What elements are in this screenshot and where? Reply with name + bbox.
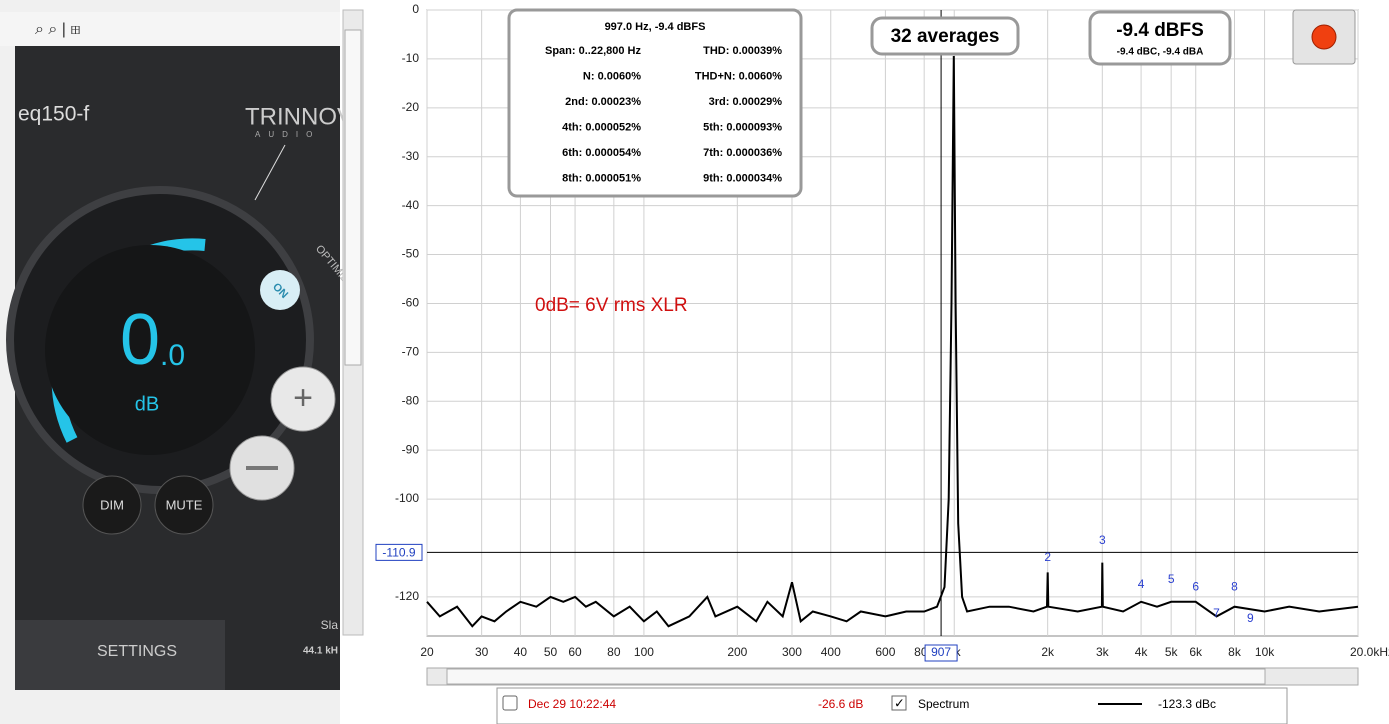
y-tick-label: -20 [402,100,420,114]
y-tick-label: -50 [402,247,420,261]
harmonic-label: 9 [1247,611,1254,625]
settings-label[interactable]: SETTINGS [97,643,177,660]
x-tick-label: 8k [1228,645,1242,659]
logo-sub: AUDIO [255,130,320,139]
stats-value: 4th: 0.000052% [562,121,641,133]
x-tick-label: 600 [875,645,895,659]
averages: 32 averages [891,26,1000,47]
x-tick-label: 40 [514,645,528,659]
legend-series: Spectrum [918,697,969,711]
h-scroll-thumb[interactable] [446,668,1266,685]
y-tick-label: -120 [395,589,419,603]
x-tick-label: 80 [607,645,621,659]
logo: TRINNOV [245,103,353,130]
harmonic-label: 8 [1231,579,1238,593]
status-top: Sla [321,618,339,632]
dial [45,245,255,455]
x-cursor-box [924,644,958,662]
harmonic-label: 2 [1044,550,1051,564]
stats-value: 7th: 0.000036% [703,147,782,159]
legend-level: -26.6 dB [818,697,863,711]
y-tick-label: -30 [402,149,420,163]
x-tick-label: 20.0kHz [1350,645,1389,659]
stats-value: 8th: 0.000051% [562,172,641,184]
toolbar [0,12,340,46]
level-sub: -9.4 dBC, -9.4 dBA [1117,47,1204,58]
legend-reading: -123.3 dBc [1158,697,1216,711]
y-tick-label: -60 [402,296,420,310]
y-tick-label: -10 [402,51,420,65]
check-icon: ✓ [894,695,905,710]
v-scroll-thumb[interactable] [344,29,362,366]
y-cursor-box [375,543,423,561]
x-tick-label: 100 [634,645,654,659]
stats-box [507,8,803,198]
y-tick-label: -80 [402,393,420,407]
mute-label: MUTE [166,497,203,512]
dim-button[interactable] [82,475,142,535]
x-tick-label: 3k [1096,645,1110,659]
stats-value: 5th: 0.000093% [703,121,782,133]
harmonic-label: 7 [1213,606,1220,620]
y-cursor-label: -110.9 [382,546,415,560]
x-tick-label: 20 [420,645,434,659]
level-box [1088,10,1232,66]
harmonic-label: 6 [1192,579,1199,593]
toolbar-icons: ⌕ ⌕ | ⊞ [35,21,81,38]
x-tick-label: 200 [727,645,747,659]
x-tick-label: 6k [1189,645,1203,659]
x-tick-label: 30 [475,645,489,659]
plus-icon: + [293,379,313,417]
dim-label: DIM [100,497,124,512]
harmonic-label: 5 [1168,572,1175,586]
harmonic-label: 4 [1138,577,1145,591]
x-tick-label: 300 [782,645,802,659]
date-checkbox[interactable] [502,695,518,711]
x-tick-label: 60 [568,645,582,659]
minus-icon [246,466,278,470]
averages-box [870,16,1020,56]
stats-value: THD+N: 0.0060% [695,70,782,82]
stats-value: THD: 0.00039% [703,45,782,57]
legend-date: Dec 29 10:22:44 [528,697,616,711]
spectrum-checkbox[interactable] [891,695,907,711]
volume-integer: 0 [120,300,160,380]
bottom-strip [0,690,340,724]
preset: eq150-f [18,103,89,126]
volume-unit: dB [135,393,159,415]
stats-value: 3rd: 0.00029% [709,96,783,108]
x-tick-label: 50 [544,645,558,659]
stats-value: 6th: 0.000054% [562,147,641,159]
settings-area [15,620,225,690]
record-light [1311,24,1337,50]
logo-line [254,144,286,201]
y-tick-label: -40 [402,198,420,212]
plus-button[interactable] [270,366,336,432]
y-tick-label: 0 [412,2,419,16]
volume-decimal: .0 [160,339,185,372]
status-bottom: 44.1 kH [303,646,338,657]
x-cursor-label: 907 [931,645,951,659]
annotation: 0dB= 6V rms XLR [535,295,688,316]
stats-value: 9th: 0.000034% [703,172,782,184]
y-tick-label: -90 [402,442,420,456]
spectrum-line [426,55,1359,628]
x-tick-label: 5k [1165,645,1179,659]
stats-value: Span: 0..22,800 Hz [545,45,641,57]
x-tick-label: 400 [821,645,841,659]
level: -9.4 dBFS [1116,20,1204,41]
harmonic-label: 3 [1099,533,1106,547]
mute-button[interactable] [154,475,214,535]
stats-value: N: 0.0060% [583,70,641,82]
x-tick-label: 10k [1255,645,1275,659]
on-button[interactable] [260,270,300,310]
x-tick-label: 4k [1135,645,1149,659]
x-tick-label: 2k [1041,645,1055,659]
stats-title: 997.0 Hz, -9.4 dBFS [605,21,706,33]
stats-value: 2nd: 0.00023% [565,96,641,108]
y-tick-label: -70 [402,345,420,359]
y-tick-label: -100 [395,491,419,505]
